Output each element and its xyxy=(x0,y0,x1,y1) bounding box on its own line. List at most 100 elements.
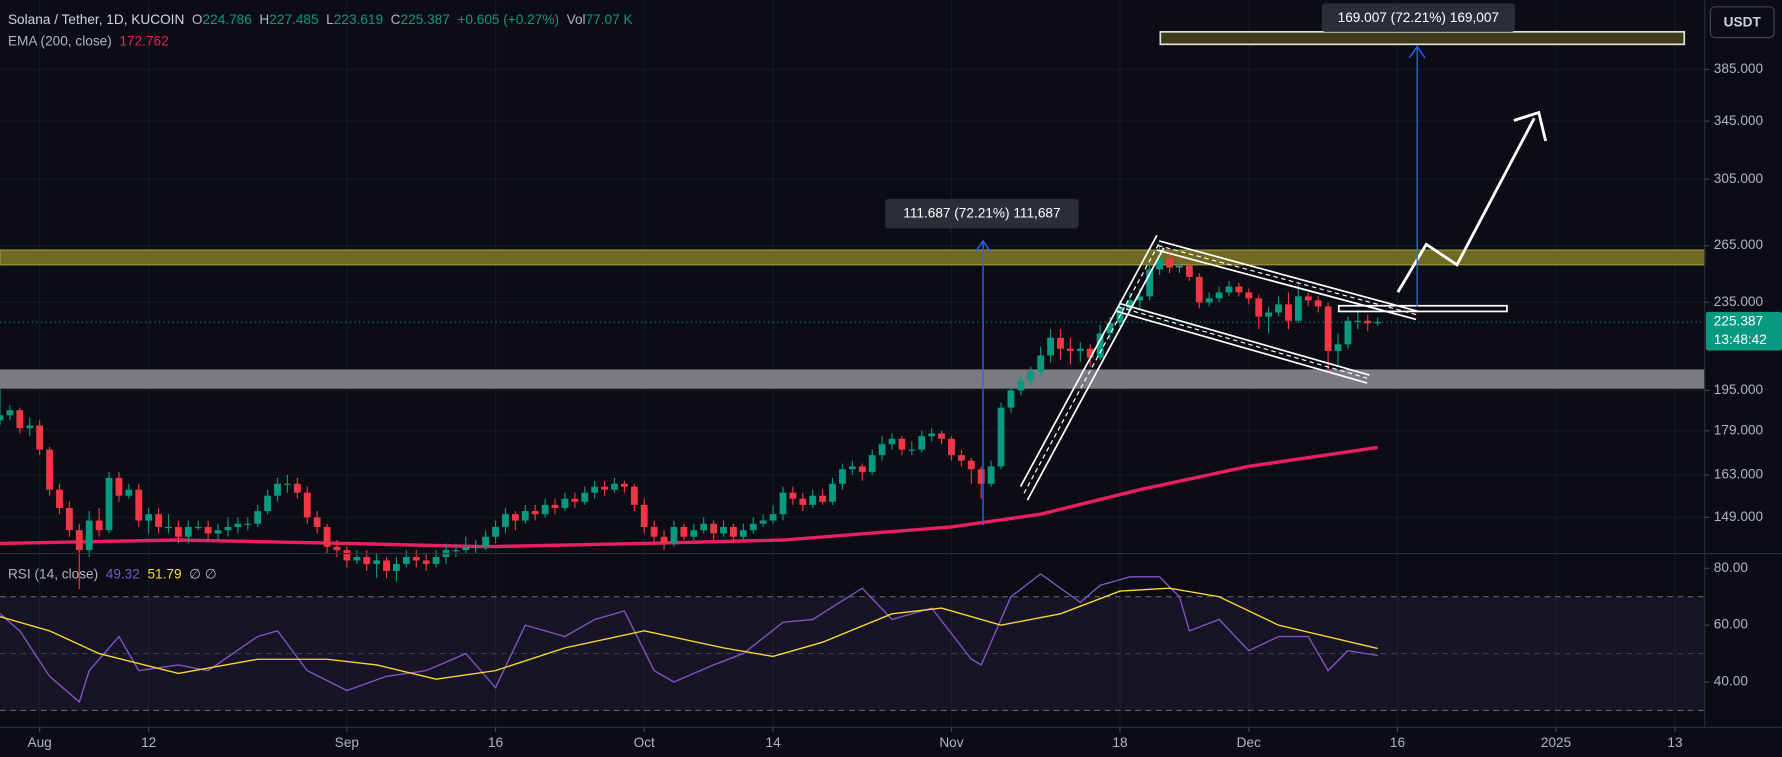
candle-body xyxy=(591,486,599,493)
measure-label-box xyxy=(885,198,1079,229)
candle-body xyxy=(1285,304,1292,321)
candle-body xyxy=(739,530,747,537)
candle-body xyxy=(1205,298,1213,303)
candle-body xyxy=(928,433,936,437)
last-price-label: 225.387 xyxy=(1714,314,1763,329)
candle-body xyxy=(155,514,162,527)
candle-body xyxy=(680,526,688,537)
candle-body xyxy=(700,523,708,531)
candle-body xyxy=(323,526,331,547)
ema-legend: EMA (200, close) 172.762 xyxy=(8,33,169,49)
target-zone xyxy=(1159,30,1686,46)
projection-arrow xyxy=(1396,117,1536,293)
rsi-extra: ∅ ∅ xyxy=(189,566,217,582)
candle-body xyxy=(1255,298,1263,317)
ema-label: EMA (200, close) xyxy=(7,32,112,49)
candle-body xyxy=(749,523,757,531)
candle-body xyxy=(670,526,678,544)
y-tick-label: 265.000 xyxy=(1714,237,1764,252)
projection-arrowhead xyxy=(1513,110,1547,142)
candle-body xyxy=(56,489,63,508)
x-tick-label: Oct xyxy=(634,735,655,750)
candle-body xyxy=(402,556,410,564)
candle-body xyxy=(640,504,648,527)
candle-body xyxy=(274,483,281,496)
price-marks xyxy=(0,245,1705,711)
candle-body xyxy=(1265,312,1273,317)
candle-body xyxy=(848,466,856,470)
candle-body xyxy=(105,477,113,531)
candle-body xyxy=(16,410,24,429)
candle-body xyxy=(769,514,777,521)
candle-body xyxy=(789,492,797,499)
candle-body xyxy=(611,483,618,490)
candle-body xyxy=(125,489,133,496)
resistance-zone xyxy=(0,249,1706,266)
measure-arrowhead xyxy=(1408,45,1426,59)
candle-body xyxy=(502,514,509,527)
candle-body xyxy=(373,560,381,564)
candle-body xyxy=(1156,258,1164,270)
support-zone xyxy=(0,369,1705,389)
candle-body xyxy=(75,530,83,551)
candle-body xyxy=(1126,300,1134,309)
candle-body xyxy=(819,495,827,502)
x-tick-label: 14 xyxy=(765,735,781,750)
candle-body xyxy=(531,511,539,515)
candle-body xyxy=(1047,337,1054,356)
candle-body xyxy=(571,498,579,502)
candle-body xyxy=(224,526,232,531)
measure-label: 169.007 (72.21%) 169,007 xyxy=(1338,10,1499,25)
candle-body xyxy=(1066,348,1074,351)
candle-body xyxy=(46,449,53,490)
vol-label: Vol xyxy=(566,11,586,28)
candle-body xyxy=(660,536,668,544)
candle-body xyxy=(214,530,222,534)
candle-body xyxy=(333,546,341,551)
currency-button[interactable] xyxy=(1709,6,1775,39)
candle-body xyxy=(145,514,153,521)
flag-line xyxy=(1119,302,1370,376)
candle-body xyxy=(630,486,638,505)
candle-body xyxy=(343,550,351,561)
candle-body xyxy=(165,526,172,529)
x-tick-label: Nov xyxy=(939,735,963,750)
candle-body xyxy=(1146,269,1154,297)
candle-body xyxy=(601,486,608,490)
rsi-line xyxy=(0,573,1378,704)
x-tick-label: Aug xyxy=(28,735,52,750)
candle-body xyxy=(1304,296,1312,301)
candle-body xyxy=(462,546,470,551)
candle-body xyxy=(839,469,846,484)
rsi-label: RSI (14, close) xyxy=(7,566,99,582)
candle-body xyxy=(85,520,93,551)
x-tick-label: 16 xyxy=(488,735,503,750)
candle-body xyxy=(95,520,103,531)
candle-body xyxy=(1195,276,1203,303)
candle-body xyxy=(492,526,499,537)
candle-body xyxy=(1334,344,1342,351)
candle-body xyxy=(1314,300,1322,307)
last-price-badge xyxy=(1705,311,1782,351)
candle-body xyxy=(997,407,1005,467)
candle-body xyxy=(293,483,301,493)
candle-body xyxy=(264,495,272,512)
flag-midline xyxy=(1118,306,1369,380)
change: +0.605 (+0.27%) xyxy=(457,11,560,28)
candle-body xyxy=(710,523,718,534)
c-value: 225.387 xyxy=(400,11,450,28)
candle-body xyxy=(551,504,559,508)
candle-body xyxy=(284,483,291,485)
measure-arrowhead xyxy=(974,239,992,253)
candle-body xyxy=(1166,258,1173,268)
candle-body xyxy=(918,436,926,450)
breakout-box xyxy=(1337,304,1508,313)
candle-body xyxy=(581,492,589,502)
candle-body xyxy=(878,444,886,456)
measure-drawing xyxy=(974,45,1426,526)
candle-body xyxy=(759,520,767,524)
candle-body xyxy=(115,477,123,496)
candle-body xyxy=(779,492,787,515)
